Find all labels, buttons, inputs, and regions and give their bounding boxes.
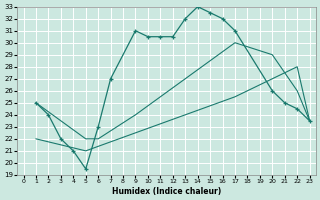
- X-axis label: Humidex (Indice chaleur): Humidex (Indice chaleur): [112, 187, 221, 196]
